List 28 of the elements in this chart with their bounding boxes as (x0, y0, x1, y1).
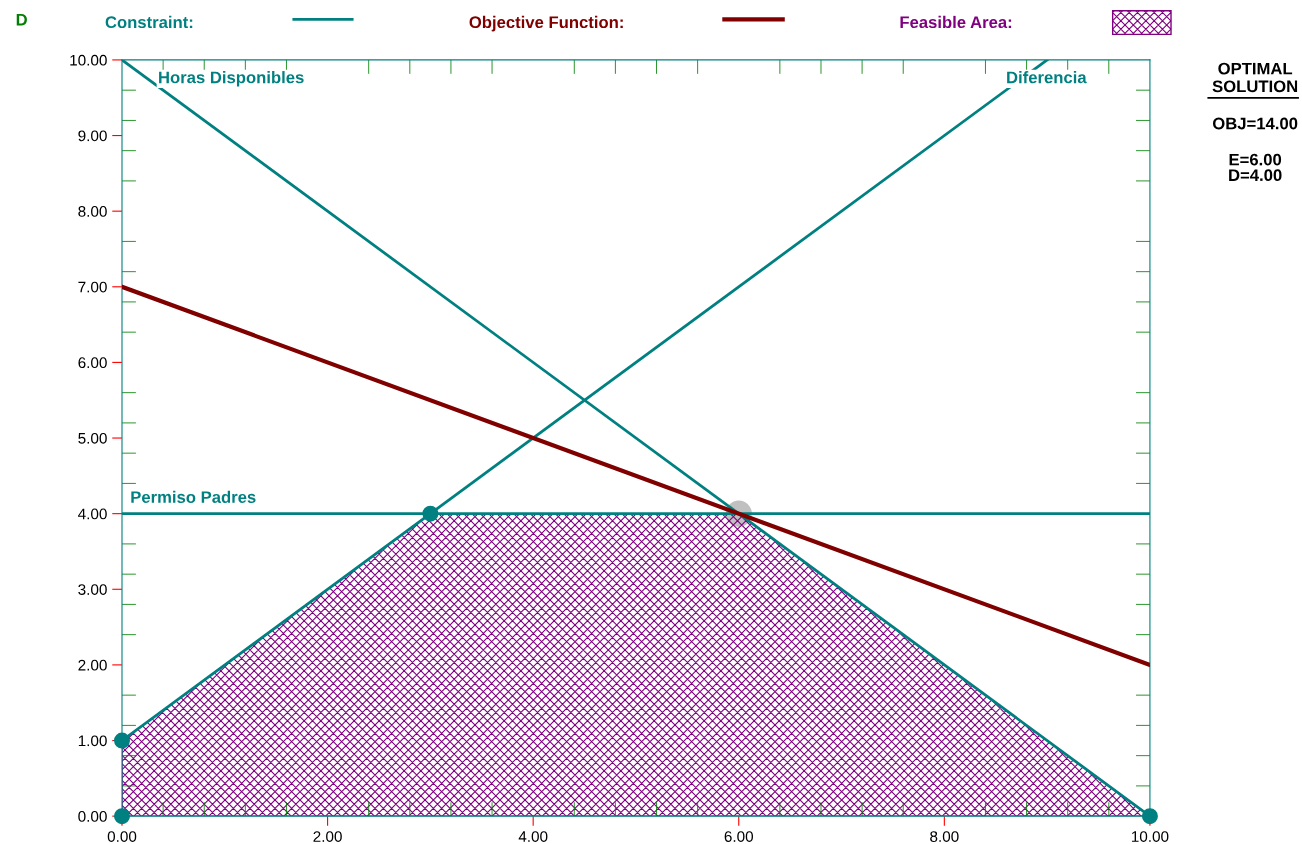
text: Feasible Area: (900, 15, 1012, 29)
y-tick-label: 0.00 (78, 811, 107, 822)
text: E=6.00 D=4.00 (1229, 153, 1282, 182)
annotation: Horas Disponibles (159, 71, 304, 87)
y-tick-label: 10.00 (70, 54, 107, 66)
x-tick-label: 6.00 (724, 831, 754, 842)
y-tick-label: 2.00 (78, 659, 107, 671)
text: OBJ=14.00 (1212, 117, 1298, 130)
annotation: Permiso Padres (131, 490, 256, 504)
annotation: Diferencia (1007, 71, 1087, 84)
y-tick-label: 9.00 (78, 130, 107, 142)
text: SOLUTION (1212, 80, 1298, 93)
y-tick-label: 8.00 (78, 206, 107, 217)
y-tick-label: 3.00 (78, 584, 107, 595)
x-tick-label: 8.00 (930, 831, 959, 842)
x-tick-label: 0.00 (107, 831, 137, 842)
y-tick-label: 4.00 (78, 508, 107, 520)
y-axis-title: D (16, 13, 27, 26)
y-tick-label: 5.00 (78, 432, 107, 444)
y-tick-label: 1.00 (78, 735, 107, 747)
text: Constraint: (105, 15, 193, 29)
text: OPTIMAL (1218, 62, 1293, 75)
y-tick-label: 7.00 (78, 281, 107, 293)
x-tick-label: 4.00 (518, 831, 548, 842)
text: Objective Function: (469, 15, 623, 32)
x-tick-label: 2.00 (313, 831, 342, 842)
y-tick-label: 6.00 (78, 357, 107, 369)
x-tick-label: 10.00 (1131, 831, 1169, 842)
